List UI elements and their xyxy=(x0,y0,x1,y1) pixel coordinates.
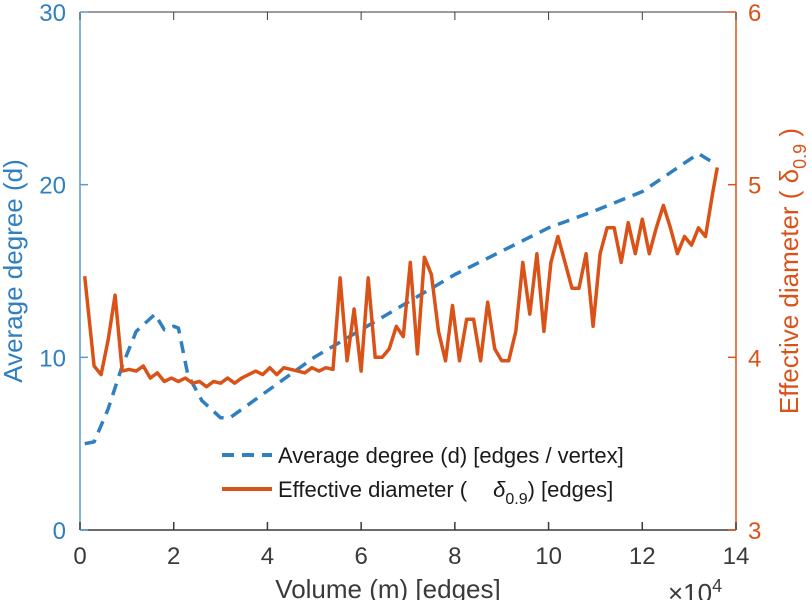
x-tick-label: 14 xyxy=(723,543,750,570)
series-line-effective-diameter xyxy=(82,167,720,389)
x-multiplier: ×104 xyxy=(668,576,722,600)
left-tick-label: 10 xyxy=(39,345,66,372)
x-tick-label: 2 xyxy=(167,543,180,570)
right-tick-label: 6 xyxy=(748,0,761,27)
x-tick-label: 12 xyxy=(629,543,656,570)
right-axis-label: Effective diameter ( δ0.9 ) xyxy=(774,128,810,414)
x-tick-label: 10 xyxy=(535,543,562,570)
x-axis-label: Volume (m) [edges] xyxy=(275,574,500,600)
x-tick-label: 6 xyxy=(354,543,367,570)
x-tick-label: 0 xyxy=(73,543,86,570)
legend: Average degree (d) [edges / vertex] Effe… xyxy=(222,443,624,508)
left-axis-label: Average degree (d) xyxy=(0,159,28,383)
legend-label-avg-degree: Average degree (d) [edges / vertex] xyxy=(278,443,624,468)
left-tick-label: 20 xyxy=(39,173,66,200)
series-line-average-degree xyxy=(84,151,714,446)
legend-label-eff-diameter: Effective diameter (δ0.9) [edges] xyxy=(278,477,613,508)
left-tick-label: 30 xyxy=(39,0,66,27)
right-tick-label: 5 xyxy=(748,173,761,200)
left-tick-label: 0 xyxy=(53,518,66,545)
x-tick-label: 8 xyxy=(448,543,461,570)
right-tick-label: 3 xyxy=(748,518,761,545)
x-tick-label: 4 xyxy=(261,543,274,570)
right-tick-label: 4 xyxy=(748,345,761,372)
